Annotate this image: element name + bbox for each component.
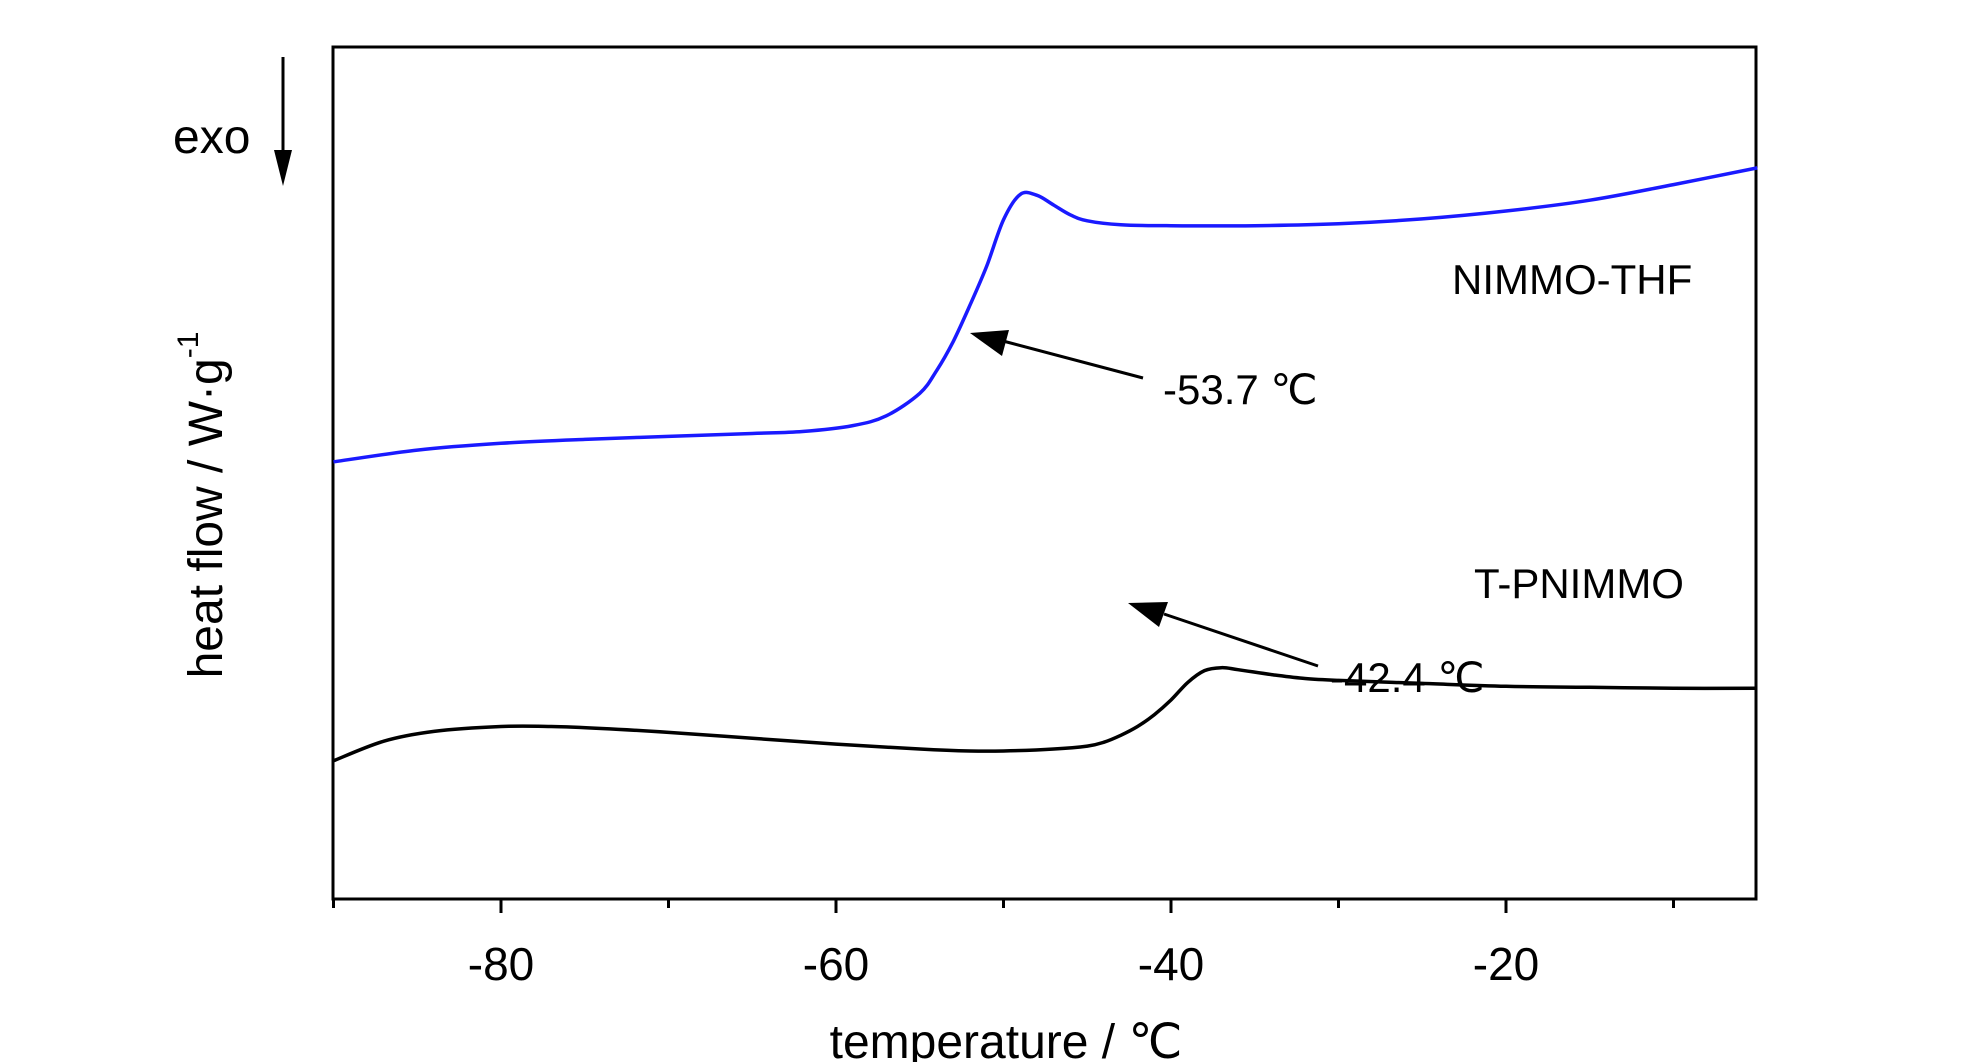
x-tick-label: -60	[803, 938, 869, 990]
series-line-nimmo-thf	[333, 166, 1758, 464]
plot-frame	[331, 45, 1758, 901]
annotation-arrow-head	[1128, 602, 1168, 627]
series-label-t-pnimmo: T-PNIMMO	[1474, 560, 1684, 607]
y-axis-title: heat flow / W·g-1	[172, 332, 233, 679]
annotation-label: -42.4 ℃	[1330, 654, 1485, 701]
y-axis-title-superscript: -1	[172, 332, 205, 359]
x-tick-label: -20	[1473, 938, 1539, 990]
annotation-arrow-shaft	[1163, 612, 1319, 668]
y-axis-title-main: heat flow / W·g	[180, 358, 233, 678]
annotation-label: -53.7 ℃	[1163, 366, 1318, 413]
series-line-t-pnimmo	[332, 665, 1758, 763]
annotation-arrow-shaft	[1002, 339, 1144, 380]
annotation-arrow-head	[970, 330, 1009, 356]
exo-label: exo	[173, 111, 250, 164]
x-axis-ticks	[332, 899, 1675, 913]
x-tick-label: -80	[468, 938, 534, 990]
x-axis-title: temperature / ℃	[830, 1016, 1183, 1062]
series-label-nimmo-thf: NIMMO-THF	[1452, 256, 1692, 303]
x-axis-tick-labels: -80 -60 -40 -20	[468, 938, 1539, 990]
x-tick-label: -40	[1138, 938, 1204, 990]
exo-arrow-head	[274, 150, 292, 186]
